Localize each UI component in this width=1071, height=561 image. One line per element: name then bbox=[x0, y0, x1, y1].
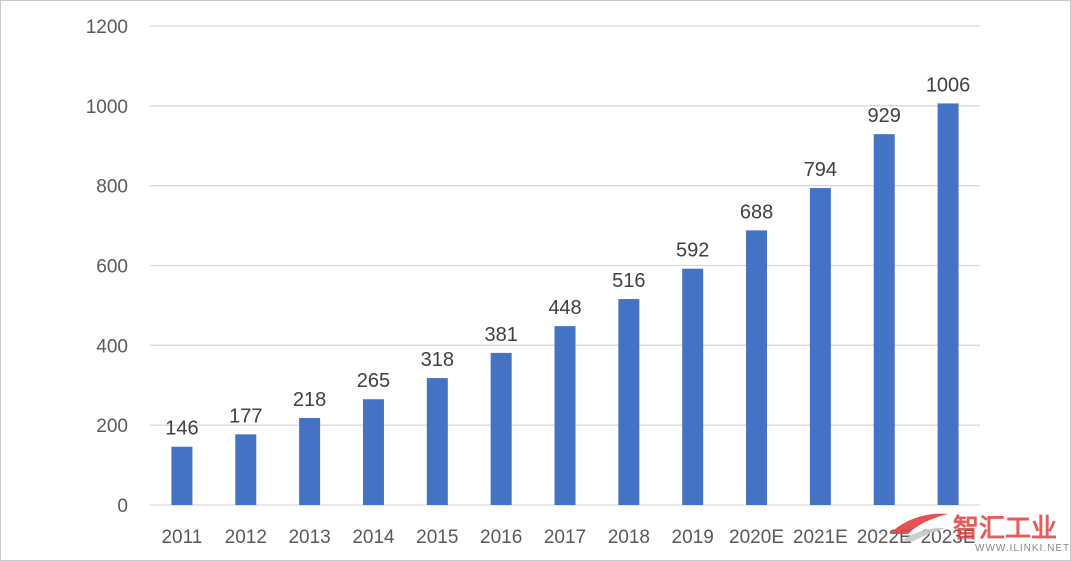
x-tick-label: 2012 bbox=[225, 527, 267, 548]
data-label: 318 bbox=[421, 349, 454, 371]
data-label: 448 bbox=[548, 297, 581, 319]
bar bbox=[171, 446, 193, 505]
bar-series bbox=[171, 103, 959, 506]
bar bbox=[746, 230, 768, 505]
bar bbox=[809, 188, 831, 506]
bar bbox=[490, 352, 512, 505]
x-axis: 2011 2012 2013 2014 2015 2016 2017 2018 2019 2020… bbox=[161, 527, 975, 548]
data-label: 381 bbox=[484, 324, 517, 346]
y-gridlines bbox=[150, 25, 980, 506]
data-label: 177 bbox=[229, 405, 262, 427]
y-tick-label: 0 bbox=[117, 496, 128, 517]
data-label: 218 bbox=[293, 389, 326, 411]
y-tick-label: 200 bbox=[96, 416, 128, 437]
watermark-text: 智汇工业 bbox=[953, 514, 1057, 544]
x-tick-label: 2013 bbox=[288, 527, 330, 548]
y-tick-label: 1000 bbox=[86, 97, 128, 118]
bar bbox=[426, 378, 448, 505]
x-tick-label: 2015 bbox=[416, 527, 458, 548]
y-tick-label: 800 bbox=[96, 177, 128, 198]
data-label: 592 bbox=[676, 240, 709, 262]
data-label: 688 bbox=[740, 201, 773, 223]
x-tick-label: 2014 bbox=[352, 527, 395, 548]
y-tick-label: 1200 bbox=[86, 17, 128, 38]
bar bbox=[362, 399, 384, 505]
data-label: 516 bbox=[612, 270, 645, 292]
watermark-swoosh-icon-2 bbox=[902, 527, 946, 542]
bar bbox=[235, 434, 257, 505]
data-label: 146 bbox=[165, 418, 198, 440]
watermark-logo: 智汇工业 WWW.ILINKI.NET bbox=[890, 513, 1070, 554]
bar bbox=[682, 268, 704, 505]
x-tick-label: 2016 bbox=[480, 527, 522, 548]
data-label: 1006 bbox=[926, 74, 971, 96]
x-tick-label: 2023E bbox=[921, 527, 976, 548]
data-labels: 146 177 218 265 318 381 448 516 592 688 794 929 1006 bbox=[165, 74, 970, 439]
x-tick-label: 2011 bbox=[161, 527, 202, 548]
data-label: 794 bbox=[804, 159, 837, 181]
bar bbox=[873, 134, 895, 505]
y-tick-label: 400 bbox=[96, 336, 128, 357]
data-label: 929 bbox=[868, 105, 901, 127]
data-label: 265 bbox=[357, 370, 390, 392]
x-tick-label: 2018 bbox=[608, 527, 650, 548]
bar bbox=[299, 417, 321, 505]
watermark-swoosh-icon bbox=[890, 513, 948, 534]
x-tick-label: 2017 bbox=[544, 527, 586, 548]
y-axis: 0 200 400 600 800 1000 1200 bbox=[86, 17, 128, 517]
y-tick-label: 600 bbox=[96, 257, 128, 278]
x-tick-label: 2021E bbox=[793, 527, 848, 548]
bar bbox=[554, 326, 576, 505]
x-tick-label: 2019 bbox=[672, 527, 714, 548]
bar bbox=[618, 299, 640, 505]
watermark-subtext: WWW.ILINKI.NET bbox=[975, 543, 1070, 554]
bar bbox=[937, 103, 959, 506]
x-tick-label: 2020E bbox=[729, 527, 784, 548]
